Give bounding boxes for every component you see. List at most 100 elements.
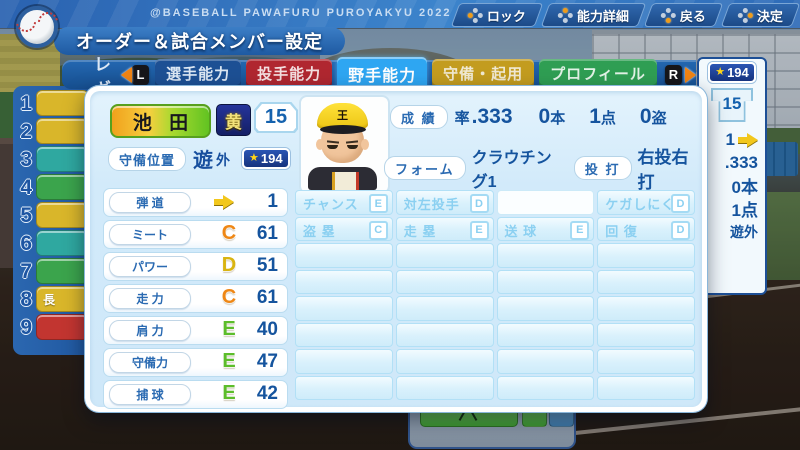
- ability-grade-badge: C: [368, 220, 388, 240]
- tab-野手能力[interactable]: 野手能力: [337, 57, 428, 90]
- ability-label: 走 塁: [403, 223, 437, 239]
- throw-bat-value: 右投右打: [637, 148, 689, 192]
- r-shoulder-button[interactable]: R: [664, 64, 683, 85]
- popup-body: 池 田 黄 15 王 守備位置 遊 外: [90, 91, 702, 409]
- header-button-label: 決定: [756, 8, 783, 24]
- summary-value: 遊外: [730, 223, 758, 240]
- ability-label: 対左投手: [403, 197, 460, 212]
- header-button-戻る[interactable]: 戻る: [643, 3, 724, 27]
- avg-value: .333: [471, 105, 513, 128]
- ability-label: 回 復: [605, 223, 638, 239]
- bg-fence: [0, 92, 16, 138]
- summary-row: 0本: [699, 174, 765, 197]
- stat-label-pill: ミート: [109, 224, 191, 245]
- roster-row-1[interactable]: 1: [13, 89, 89, 117]
- record-label-pill: 成 績: [390, 105, 448, 129]
- header-button-決定[interactable]: 決定: [720, 3, 800, 27]
- roster-row-3[interactable]: 3: [13, 145, 89, 173]
- ability-label: 送 球: [504, 223, 538, 239]
- stat-grade: E: [222, 382, 236, 404]
- ability-cell-empty: [496, 269, 595, 294]
- ability-cell-チャンス: チャンス E: [295, 190, 393, 215]
- avatar-cap-brim: [320, 125, 366, 134]
- ability-cell-empty: [597, 322, 695, 347]
- roster-number: 4: [20, 175, 33, 199]
- rbi-value: 1: [589, 105, 601, 128]
- hr-value: 0: [538, 105, 551, 128]
- roster-row-5[interactable]: 5: [13, 201, 89, 229]
- ability-cell-empty: [496, 375, 595, 400]
- stat-value: 51: [256, 255, 278, 276]
- position-sub: 外: [216, 152, 230, 168]
- prev-tab-arrow-icon[interactable]: [120, 66, 132, 83]
- tab-list: 選手能力 投手能力 野手能力 守備・起用 プロフィール: [155, 57, 657, 90]
- ability-cell-empty: [295, 243, 393, 268]
- stat-label-pill: 捕 球: [109, 384, 191, 405]
- next-tab-arrow-icon[interactable]: [685, 66, 697, 83]
- tab-投手能力[interactable]: 投手能力: [246, 59, 333, 88]
- roster-row-7[interactable]: 7: [13, 257, 89, 285]
- roster-row-6[interactable]: 6: [13, 229, 89, 257]
- stat-value: 61: [256, 223, 278, 244]
- summary-value: 1点: [731, 201, 758, 220]
- star-points-badge: ★ 194: [242, 148, 290, 169]
- stat-value: 47: [256, 351, 278, 372]
- player-ability-popup: 池 田 黄 15 王 守備位置 遊 外: [85, 86, 707, 412]
- bg-bins: [764, 142, 798, 176]
- stat-grade: E: [222, 350, 236, 372]
- tab-プロフィール[interactable]: プロフィール: [539, 59, 657, 88]
- header-button-能力詳細[interactable]: 能力詳細: [540, 3, 647, 27]
- stat-grade: C: [221, 222, 237, 244]
- summary-value: .333: [724, 152, 758, 172]
- team-badge: 黄: [216, 104, 251, 136]
- stat-label-pill: 走 力: [109, 288, 191, 309]
- ability-cell-empty: [597, 349, 695, 374]
- bg-dugout: [0, 138, 16, 268]
- uniform-number-tag: 15: [254, 102, 298, 133]
- jersey-icon: 15: [711, 88, 753, 122]
- avatar-cap: 王: [317, 103, 368, 129]
- ability-cell-empty: [295, 349, 393, 374]
- tab-選手能力[interactable]: 選手能力: [155, 59, 242, 88]
- star-icon: ★: [249, 152, 259, 164]
- stat-row-弾道: 弾 道 1: [103, 188, 288, 217]
- header-button-ロック[interactable]: ロック: [450, 3, 544, 27]
- l-shoulder-button[interactable]: L: [131, 64, 150, 85]
- ability-cell-empty: [597, 269, 695, 294]
- ability-cell-empty: [496, 322, 595, 347]
- stat-label-pill: 弾 道: [109, 192, 191, 213]
- roster-player-pill: [36, 258, 89, 284]
- player-name-pill: 池 田: [110, 104, 211, 138]
- roster-number: 9: [20, 315, 33, 339]
- avg-label: 率: [454, 109, 470, 127]
- page-title-banner: オーダー＆試合メンバー設定: [54, 27, 345, 55]
- roster-row-9[interactable]: 9: [13, 313, 89, 341]
- ability-cell-empty: [395, 349, 494, 374]
- ability-grade-badge: D: [671, 194, 690, 213]
- ability-cell-empty: [395, 322, 494, 347]
- roster-row-2[interactable]: 2: [13, 117, 89, 145]
- header-button-label: 戻る: [679, 8, 706, 24]
- batting-summary-row: 成 績 率 .333 0 本 1 点 0 盗: [390, 105, 696, 129]
- roster-number: 6: [20, 231, 33, 255]
- summary-row: 1: [699, 128, 765, 151]
- gamepad-button-icon: [557, 7, 573, 23]
- ability-label: ケガしにくさ: [605, 197, 689, 212]
- roster-row-4[interactable]: 4: [13, 173, 89, 201]
- ability-label: チャンス: [303, 197, 359, 212]
- ability-cell-empty: [496, 190, 595, 215]
- ability-cell-対左投手: 対左投手 D: [395, 190, 494, 215]
- tab-守備・起用[interactable]: 守備・起用: [432, 59, 535, 88]
- roster-player-pill: [36, 202, 89, 228]
- ability-cell-empty: [597, 243, 695, 268]
- stat-row-肩力: 肩 力 E 40: [103, 316, 288, 345]
- ability-cell-empty: [395, 243, 494, 268]
- summary-value: 1: [725, 129, 735, 149]
- header-button-row: ロック 能力詳細 戻る 決定: [450, 3, 800, 27]
- form-label-pill: フォーム: [384, 156, 466, 180]
- gamepad-button-icon: [737, 7, 753, 23]
